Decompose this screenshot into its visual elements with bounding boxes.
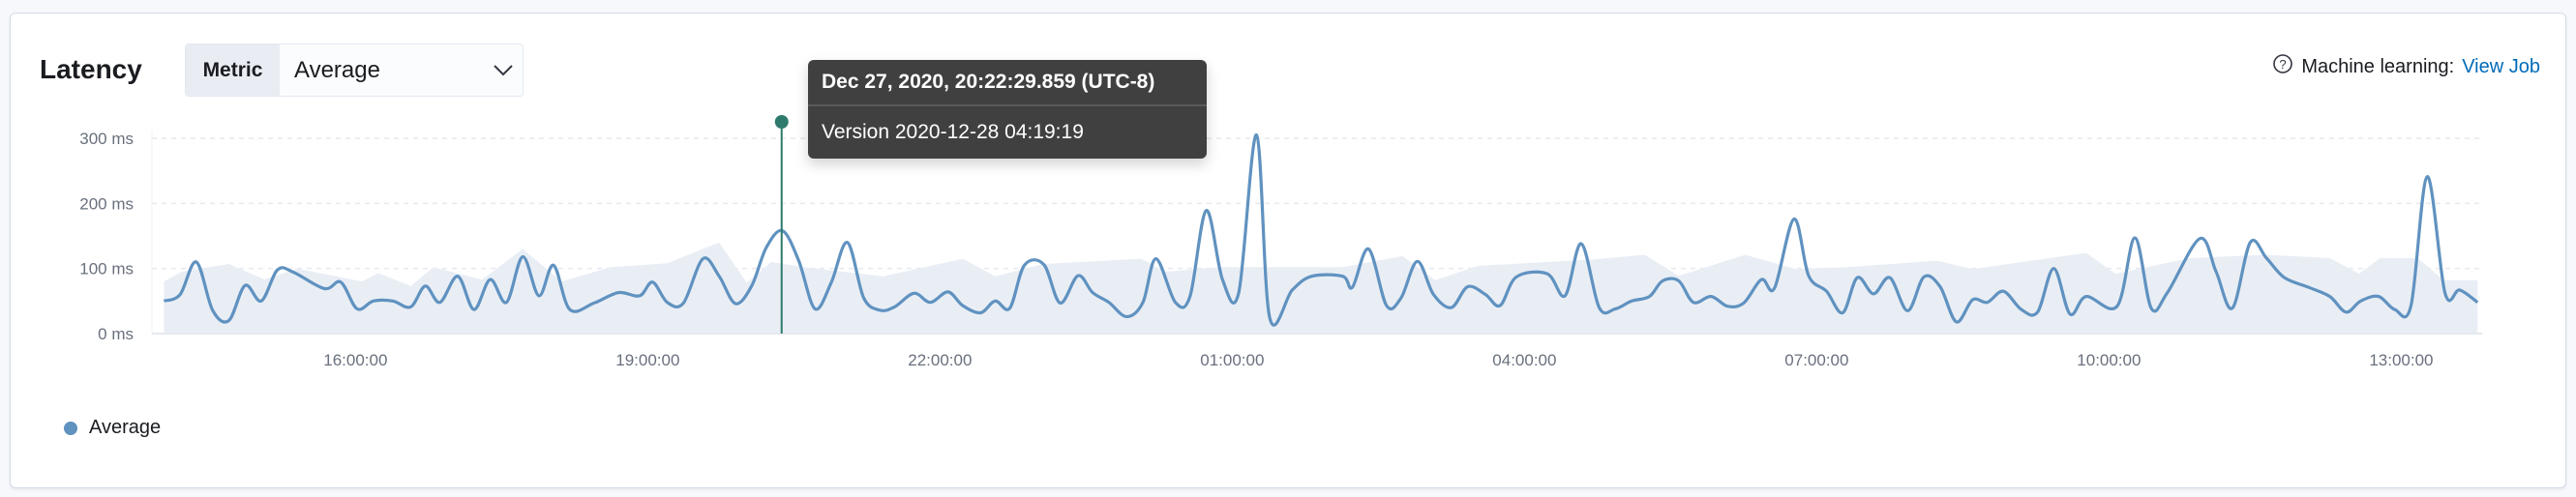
x-tick-label: 13:00:00: [2369, 351, 2433, 369]
panel-title: Latency: [40, 54, 142, 84]
x-tick-label: 19:00:00: [615, 351, 679, 369]
annotation-marker: [774, 115, 789, 129]
expected-bounds-area: [164, 242, 2478, 334]
tooltip-title: Dec 27, 2020, 20:22:29.859 (UTC-8): [808, 60, 1207, 106]
annotation-tooltip: Dec 27, 2020, 20:22:29.859 (UTC-8) Versi…: [808, 60, 1207, 159]
tooltip-body: Version 2020-12-28 04:19:19: [822, 121, 1084, 143]
y-tick-label: 0 ms: [98, 325, 134, 343]
chevron-down-icon[interactable]: [484, 64, 523, 77]
average-series-line: [163, 132, 2479, 327]
ml-label: Machine learning:: [2301, 55, 2455, 77]
x-tick-label: 22:00:00: [908, 351, 972, 369]
y-tick-label: 200 ms: [79, 194, 134, 213]
question-circle-icon[interactable]: ?: [2272, 53, 2293, 80]
legend-dot: [64, 421, 77, 435]
x-tick-label: 01:00:00: [1200, 351, 1264, 369]
x-tick-label: 07:00:00: [1784, 351, 1848, 369]
metric-select[interactable]: Metric Average: [185, 44, 524, 97]
metric-select-label: Metric: [186, 44, 280, 96]
legend-label[interactable]: Average: [89, 417, 162, 438]
x-tick-label: 10:00:00: [2077, 351, 2141, 369]
legend: Average: [64, 417, 161, 439]
ml-info: ? Machine learning: View Job: [2272, 53, 2540, 80]
x-tick-label: 04:00:00: [1492, 351, 1556, 369]
metric-select-value: Average: [294, 56, 380, 83]
y-tick-label: 100 ms: [79, 260, 134, 278]
x-tick-label: 16:00:00: [323, 351, 387, 369]
view-job-link[interactable]: View Job: [2462, 55, 2540, 77]
y-tick-label: 300 ms: [79, 130, 134, 148]
svg-text:?: ?: [2280, 57, 2287, 72]
